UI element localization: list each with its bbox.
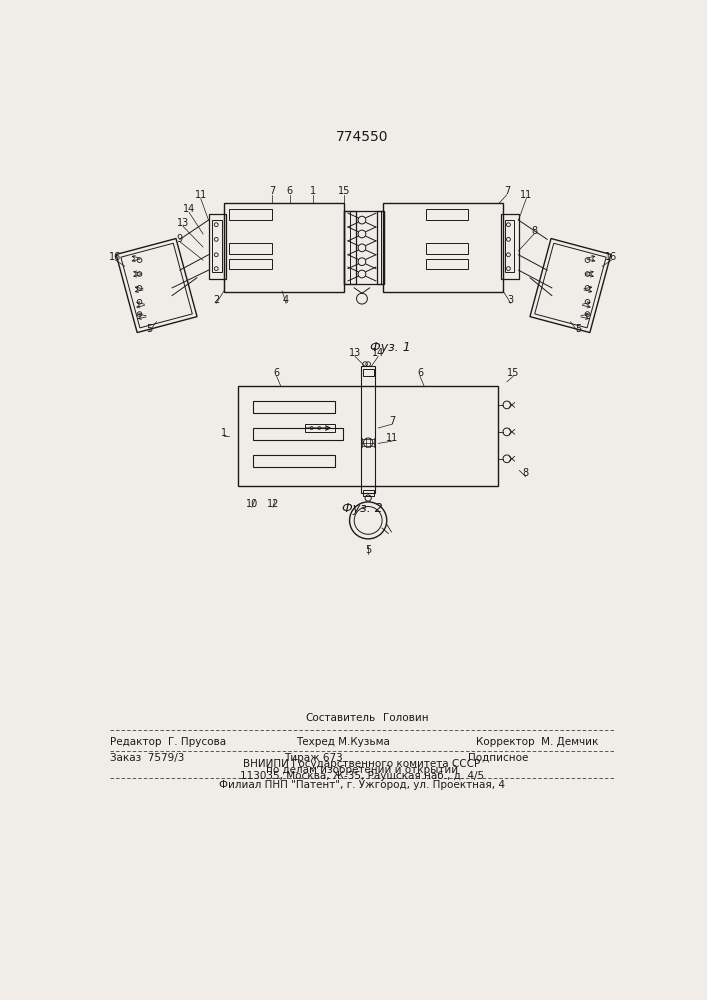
Text: 7: 7 xyxy=(269,186,275,196)
Text: Подписное: Подписное xyxy=(468,753,529,763)
Text: 16: 16 xyxy=(605,252,618,262)
Bar xyxy=(116,239,197,333)
Bar xyxy=(344,211,385,284)
Bar xyxy=(378,211,385,284)
Bar xyxy=(344,211,356,284)
Text: 15: 15 xyxy=(507,368,519,378)
Bar xyxy=(534,243,606,328)
Text: Корректор  М. Демчик: Корректор М. Демчик xyxy=(476,737,598,747)
Text: Тираж 673: Тираж 673 xyxy=(284,753,343,763)
Text: 774550: 774550 xyxy=(336,130,388,144)
Bar xyxy=(426,259,468,269)
Bar xyxy=(212,220,222,272)
Text: 1: 1 xyxy=(221,428,227,438)
Text: 6: 6 xyxy=(287,186,293,196)
Bar xyxy=(230,209,272,220)
Bar xyxy=(224,203,344,292)
Text: 6: 6 xyxy=(417,368,423,378)
Text: 10: 10 xyxy=(246,499,258,509)
Text: 16: 16 xyxy=(110,252,122,262)
Bar xyxy=(253,428,343,440)
Bar xyxy=(230,243,272,254)
Text: 1: 1 xyxy=(310,186,316,196)
Bar xyxy=(381,211,383,284)
Text: Заказ  7579/3: Заказ 7579/3 xyxy=(110,753,185,763)
Text: Редактор  Г. Прусова: Редактор Г. Прусова xyxy=(110,737,226,747)
Text: 14: 14 xyxy=(372,348,385,358)
Bar xyxy=(501,214,518,279)
Text: 5: 5 xyxy=(365,545,371,555)
Text: 11: 11 xyxy=(194,190,207,200)
Bar xyxy=(363,490,373,496)
Bar xyxy=(361,366,375,493)
Bar xyxy=(383,203,503,292)
Text: ВНИИПИ Государственного комитета СССР: ВНИИПИ Государственного комитета СССР xyxy=(243,759,481,769)
Text: 9: 9 xyxy=(177,234,183,244)
Text: 2: 2 xyxy=(213,295,219,305)
Text: по делам изобретений и открытий: по делам изобретений и открытий xyxy=(266,765,458,775)
Bar xyxy=(426,209,468,220)
Bar xyxy=(505,220,514,272)
Bar xyxy=(253,401,335,413)
Text: 6: 6 xyxy=(274,368,280,378)
Text: 14: 14 xyxy=(183,204,195,214)
Bar xyxy=(230,259,272,269)
Bar xyxy=(209,214,226,279)
Text: 3: 3 xyxy=(508,295,514,305)
Bar xyxy=(238,386,498,486)
Text: 8: 8 xyxy=(531,226,537,236)
Text: Составитель: Составитель xyxy=(305,713,375,723)
Text: Фуз. 1: Фуз. 1 xyxy=(370,341,411,354)
Bar xyxy=(363,369,373,376)
Text: 13: 13 xyxy=(349,348,361,358)
Text: 11: 11 xyxy=(386,433,398,443)
Text: 13: 13 xyxy=(177,218,189,228)
Text: 12: 12 xyxy=(267,499,279,509)
Bar xyxy=(426,243,468,254)
Text: 11: 11 xyxy=(520,190,532,200)
Text: 113035, Москва, Ж-35, Раушская наб., д. 4/5: 113035, Москва, Ж-35, Раушская наб., д. … xyxy=(240,771,484,781)
Bar xyxy=(305,424,335,432)
Bar xyxy=(121,243,192,328)
Bar xyxy=(253,455,335,466)
Text: Филиал ПНП "Патент", г. Ужгород, ул. Проектная, 4: Филиал ПНП "Патент", г. Ужгород, ул. Про… xyxy=(219,780,505,790)
Text: Техред М.Кузьма: Техред М.Кузьма xyxy=(296,737,390,747)
Text: 5: 5 xyxy=(575,324,581,334)
Text: 4: 4 xyxy=(283,295,289,305)
Text: 8: 8 xyxy=(522,468,529,478)
Text: 5: 5 xyxy=(146,324,152,334)
Text: 7: 7 xyxy=(504,186,510,196)
Bar xyxy=(530,239,611,333)
Text: 15: 15 xyxy=(338,186,350,196)
Text: 7: 7 xyxy=(389,416,395,426)
Text: Головин: Головин xyxy=(383,713,428,723)
Text: Фуз. 2: Фуз. 2 xyxy=(341,502,382,515)
